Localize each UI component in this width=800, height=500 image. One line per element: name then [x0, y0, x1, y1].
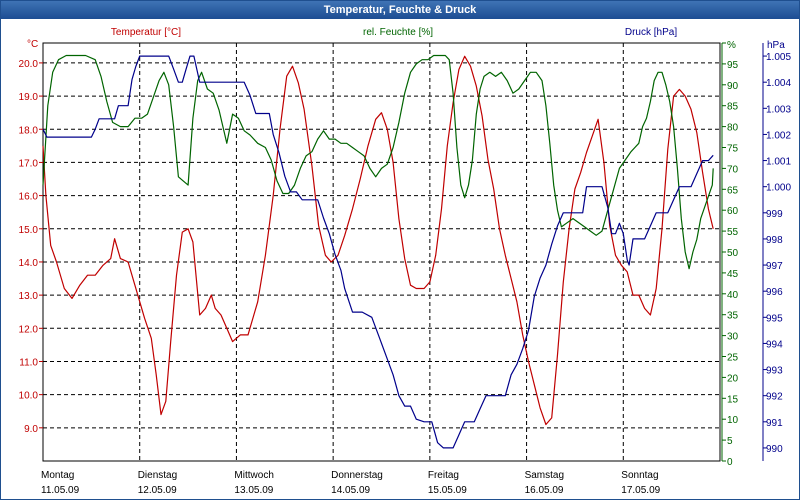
humidity-tick-label: 35	[727, 311, 739, 322]
temperature-tick-label: 9.0	[24, 424, 38, 435]
humidity-tick-label: 65	[727, 185, 739, 196]
humidity-tick-label: 40	[727, 290, 739, 301]
plot-area	[42, 42, 721, 462]
humidity-tick-label: 80	[727, 123, 739, 134]
pressure-axis-title: Druck [hPa]	[625, 27, 677, 38]
humidity-tick-label: 20	[727, 373, 739, 384]
pressure-tick-label: 1.002	[766, 130, 791, 141]
humidity-axis-title: rel. Feuchte [%]	[363, 27, 433, 38]
temperature-tick-label: 16.0	[19, 192, 39, 203]
humidity-tick-label: 85	[727, 102, 739, 113]
temperature-unit-label: °C	[27, 39, 38, 50]
temperature-tick-label: 19.0	[19, 92, 39, 103]
pressure-tick-label: 992	[766, 392, 783, 403]
humidity-tick-label: 50	[727, 248, 739, 259]
pressure-tick-label: 1.004	[766, 78, 791, 89]
x-tick-date: 12.05.09	[138, 485, 177, 496]
temperature-tick-label: 13.0	[19, 291, 39, 302]
x-tick-day: Samstag	[525, 470, 564, 481]
temperature-tick-label: 20.0	[19, 59, 39, 70]
pressure-tick-label: 998	[766, 235, 783, 246]
x-tick-date: 14.05.09	[331, 485, 370, 496]
x-tick-day: Freitag	[428, 470, 459, 481]
humidity-tick-label: 0	[727, 457, 733, 468]
pressure-tick-label: 993	[766, 366, 783, 377]
pressure-tick-label: 991	[766, 418, 783, 429]
pressure-tick-label: 990	[766, 444, 783, 455]
x-tick-date: 13.05.09	[234, 485, 273, 496]
humidity-tick-label: 10	[727, 415, 739, 426]
x-tick-day: Mittwoch	[234, 470, 273, 481]
pressure-tick-label: 1.005	[766, 52, 791, 63]
pressure-tick-label: 1.003	[766, 104, 791, 115]
humidity-tick-label: 75	[727, 144, 739, 155]
temperature-tick-label: 12.0	[19, 324, 39, 335]
humidity-tick-label: 60	[727, 206, 739, 217]
pressure-tick-label: 1.001	[766, 157, 791, 168]
pressure-tick-label: 995	[766, 313, 783, 324]
pressure-tick-label: 996	[766, 287, 783, 298]
x-tick-day: Donnerstag	[331, 470, 383, 481]
pressure-tick-label: 999	[766, 209, 783, 220]
temperature-axis-title: Temperatur [°C]	[111, 27, 181, 38]
temperature-tick-label: 18.0	[19, 125, 39, 136]
humidity-tick-label: 25	[727, 353, 739, 364]
humidity-tick-label: 55	[727, 227, 739, 238]
humidity-unit-label: %	[727, 40, 736, 51]
humidity-tick-label: 15	[727, 394, 739, 405]
x-tick-date: 15.05.09	[428, 485, 467, 496]
temperature-tick-label: 17.0	[19, 158, 39, 169]
pressure-tick-label: 994	[766, 339, 783, 350]
temperature-tick-label: 11.0	[19, 357, 38, 368]
x-tick-day: Dienstag	[138, 470, 177, 481]
humidity-tick-label: 90	[727, 81, 739, 92]
pressure-unit-label: hPa	[767, 40, 785, 51]
temperature-tick-label: 14.0	[19, 258, 39, 269]
pressure-tick-label: 997	[766, 261, 783, 272]
chart-svg: °C 20.0 19.0 18.0 17.0 16.0 15.0 14.0 13.0 12.0 11…	[19, 27, 792, 496]
humidity-tick-label: 70	[727, 164, 739, 175]
x-tick-date: 17.05.09	[621, 485, 660, 496]
x-tick-date: 11.05.09	[41, 485, 80, 496]
x-tick-day: Sonntag	[621, 470, 658, 481]
x-tick-date: 16.05.09	[525, 485, 564, 496]
humidity-tick-label: 5	[727, 436, 733, 447]
humidity-tick-label: 30	[727, 332, 739, 343]
chart-title: Temperatur, Feuchte & Druck	[1, 1, 799, 19]
temperature-tick-label: 10.0	[19, 391, 39, 402]
series-line-pressure	[42, 55, 714, 449]
pressure-tick-label: 1.000	[766, 183, 791, 194]
humidity-tick-label: 45	[727, 269, 739, 280]
x-tick-day: Montag	[41, 470, 74, 481]
series-line-humidity	[42, 54, 714, 270]
series-line-temperature	[42, 55, 714, 426]
humidity-tick-label: 95	[727, 60, 739, 71]
temperature-tick-label: 15.0	[19, 225, 39, 236]
